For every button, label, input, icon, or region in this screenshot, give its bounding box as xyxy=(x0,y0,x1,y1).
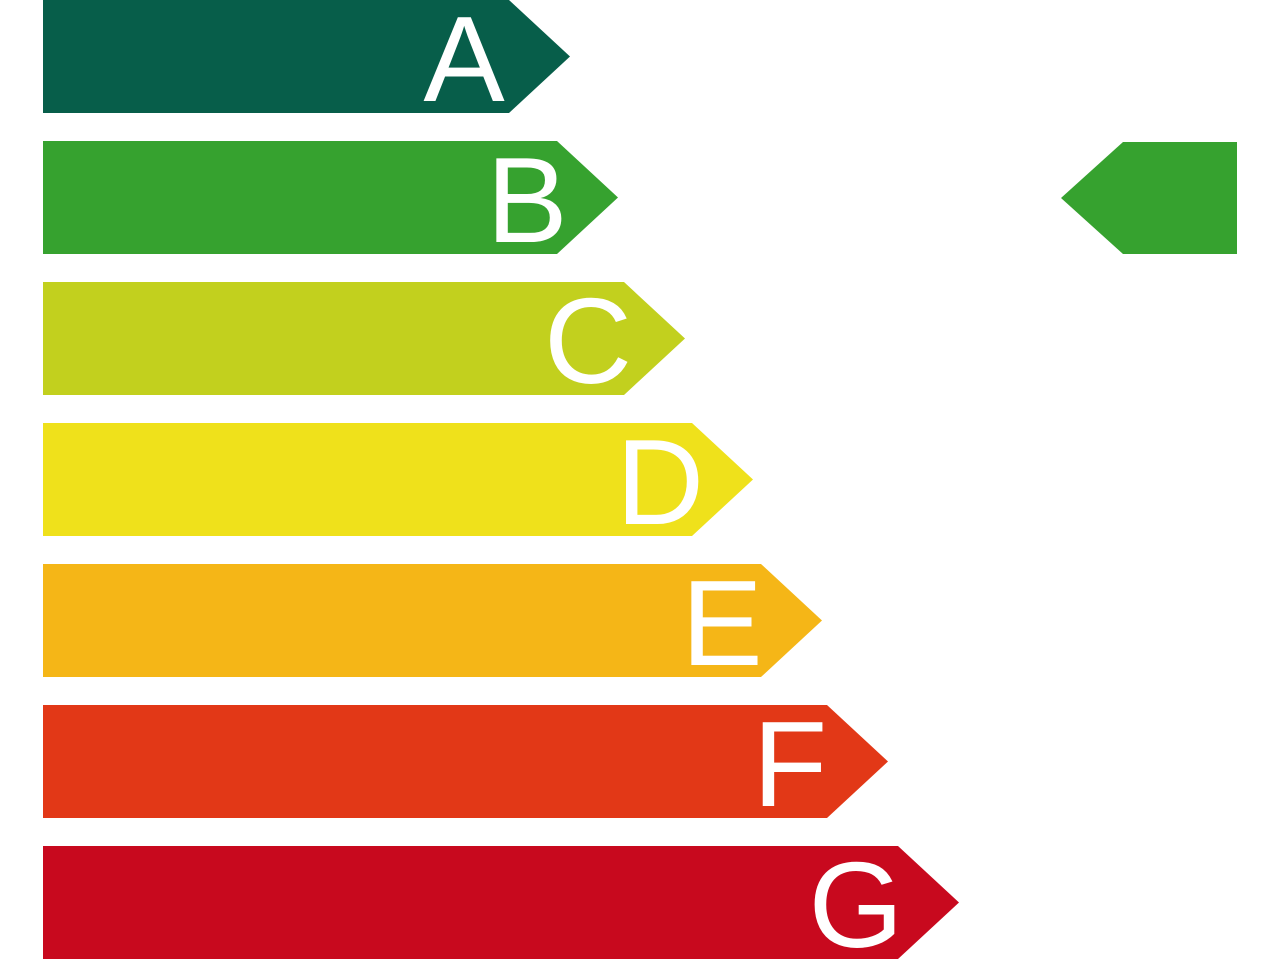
rating-letter: F xyxy=(753,696,828,832)
rating-letter: G xyxy=(809,837,904,960)
rating-letter: E xyxy=(681,555,762,691)
rating-letter: B xyxy=(486,132,567,268)
rating-arrow-shape xyxy=(43,846,959,959)
rating-arrow-shape xyxy=(43,423,753,536)
rating-bar-a: A xyxy=(43,0,570,127)
rating-arrow-shape xyxy=(43,705,888,818)
rating-letter: D xyxy=(616,414,704,550)
rating-bar-c: C xyxy=(43,273,685,409)
rating-bar-b: B xyxy=(43,132,618,268)
rating-arrow-shape xyxy=(43,564,822,677)
rating-letter: A xyxy=(423,0,505,127)
rating-arrow-shape xyxy=(43,0,570,113)
rating-bar-e: E xyxy=(43,555,822,691)
rating-bar-f: F xyxy=(43,696,888,832)
rating-arrow-shape xyxy=(43,141,618,254)
rating-bar-d: D xyxy=(43,414,753,550)
current-rating-indicator xyxy=(1061,142,1237,254)
rating-bar-g: G xyxy=(43,837,959,960)
rating-letter: C xyxy=(544,273,632,409)
rating-arrow-shape xyxy=(43,282,685,395)
